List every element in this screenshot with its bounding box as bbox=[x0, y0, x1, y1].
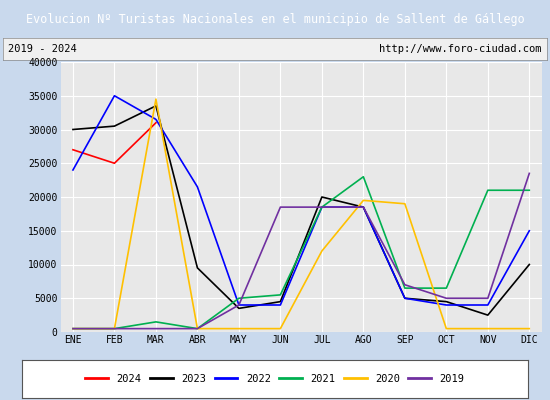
Legend: 2024, 2023, 2022, 2021, 2020, 2019: 2024, 2023, 2022, 2021, 2020, 2019 bbox=[81, 370, 469, 388]
Text: 2019 - 2024: 2019 - 2024 bbox=[8, 44, 77, 54]
Text: Evolucion Nº Turistas Nacionales en el municipio de Sallent de Gállego: Evolucion Nº Turistas Nacionales en el m… bbox=[26, 12, 524, 26]
Text: http://www.foro-ciudad.com: http://www.foro-ciudad.com bbox=[379, 44, 542, 54]
